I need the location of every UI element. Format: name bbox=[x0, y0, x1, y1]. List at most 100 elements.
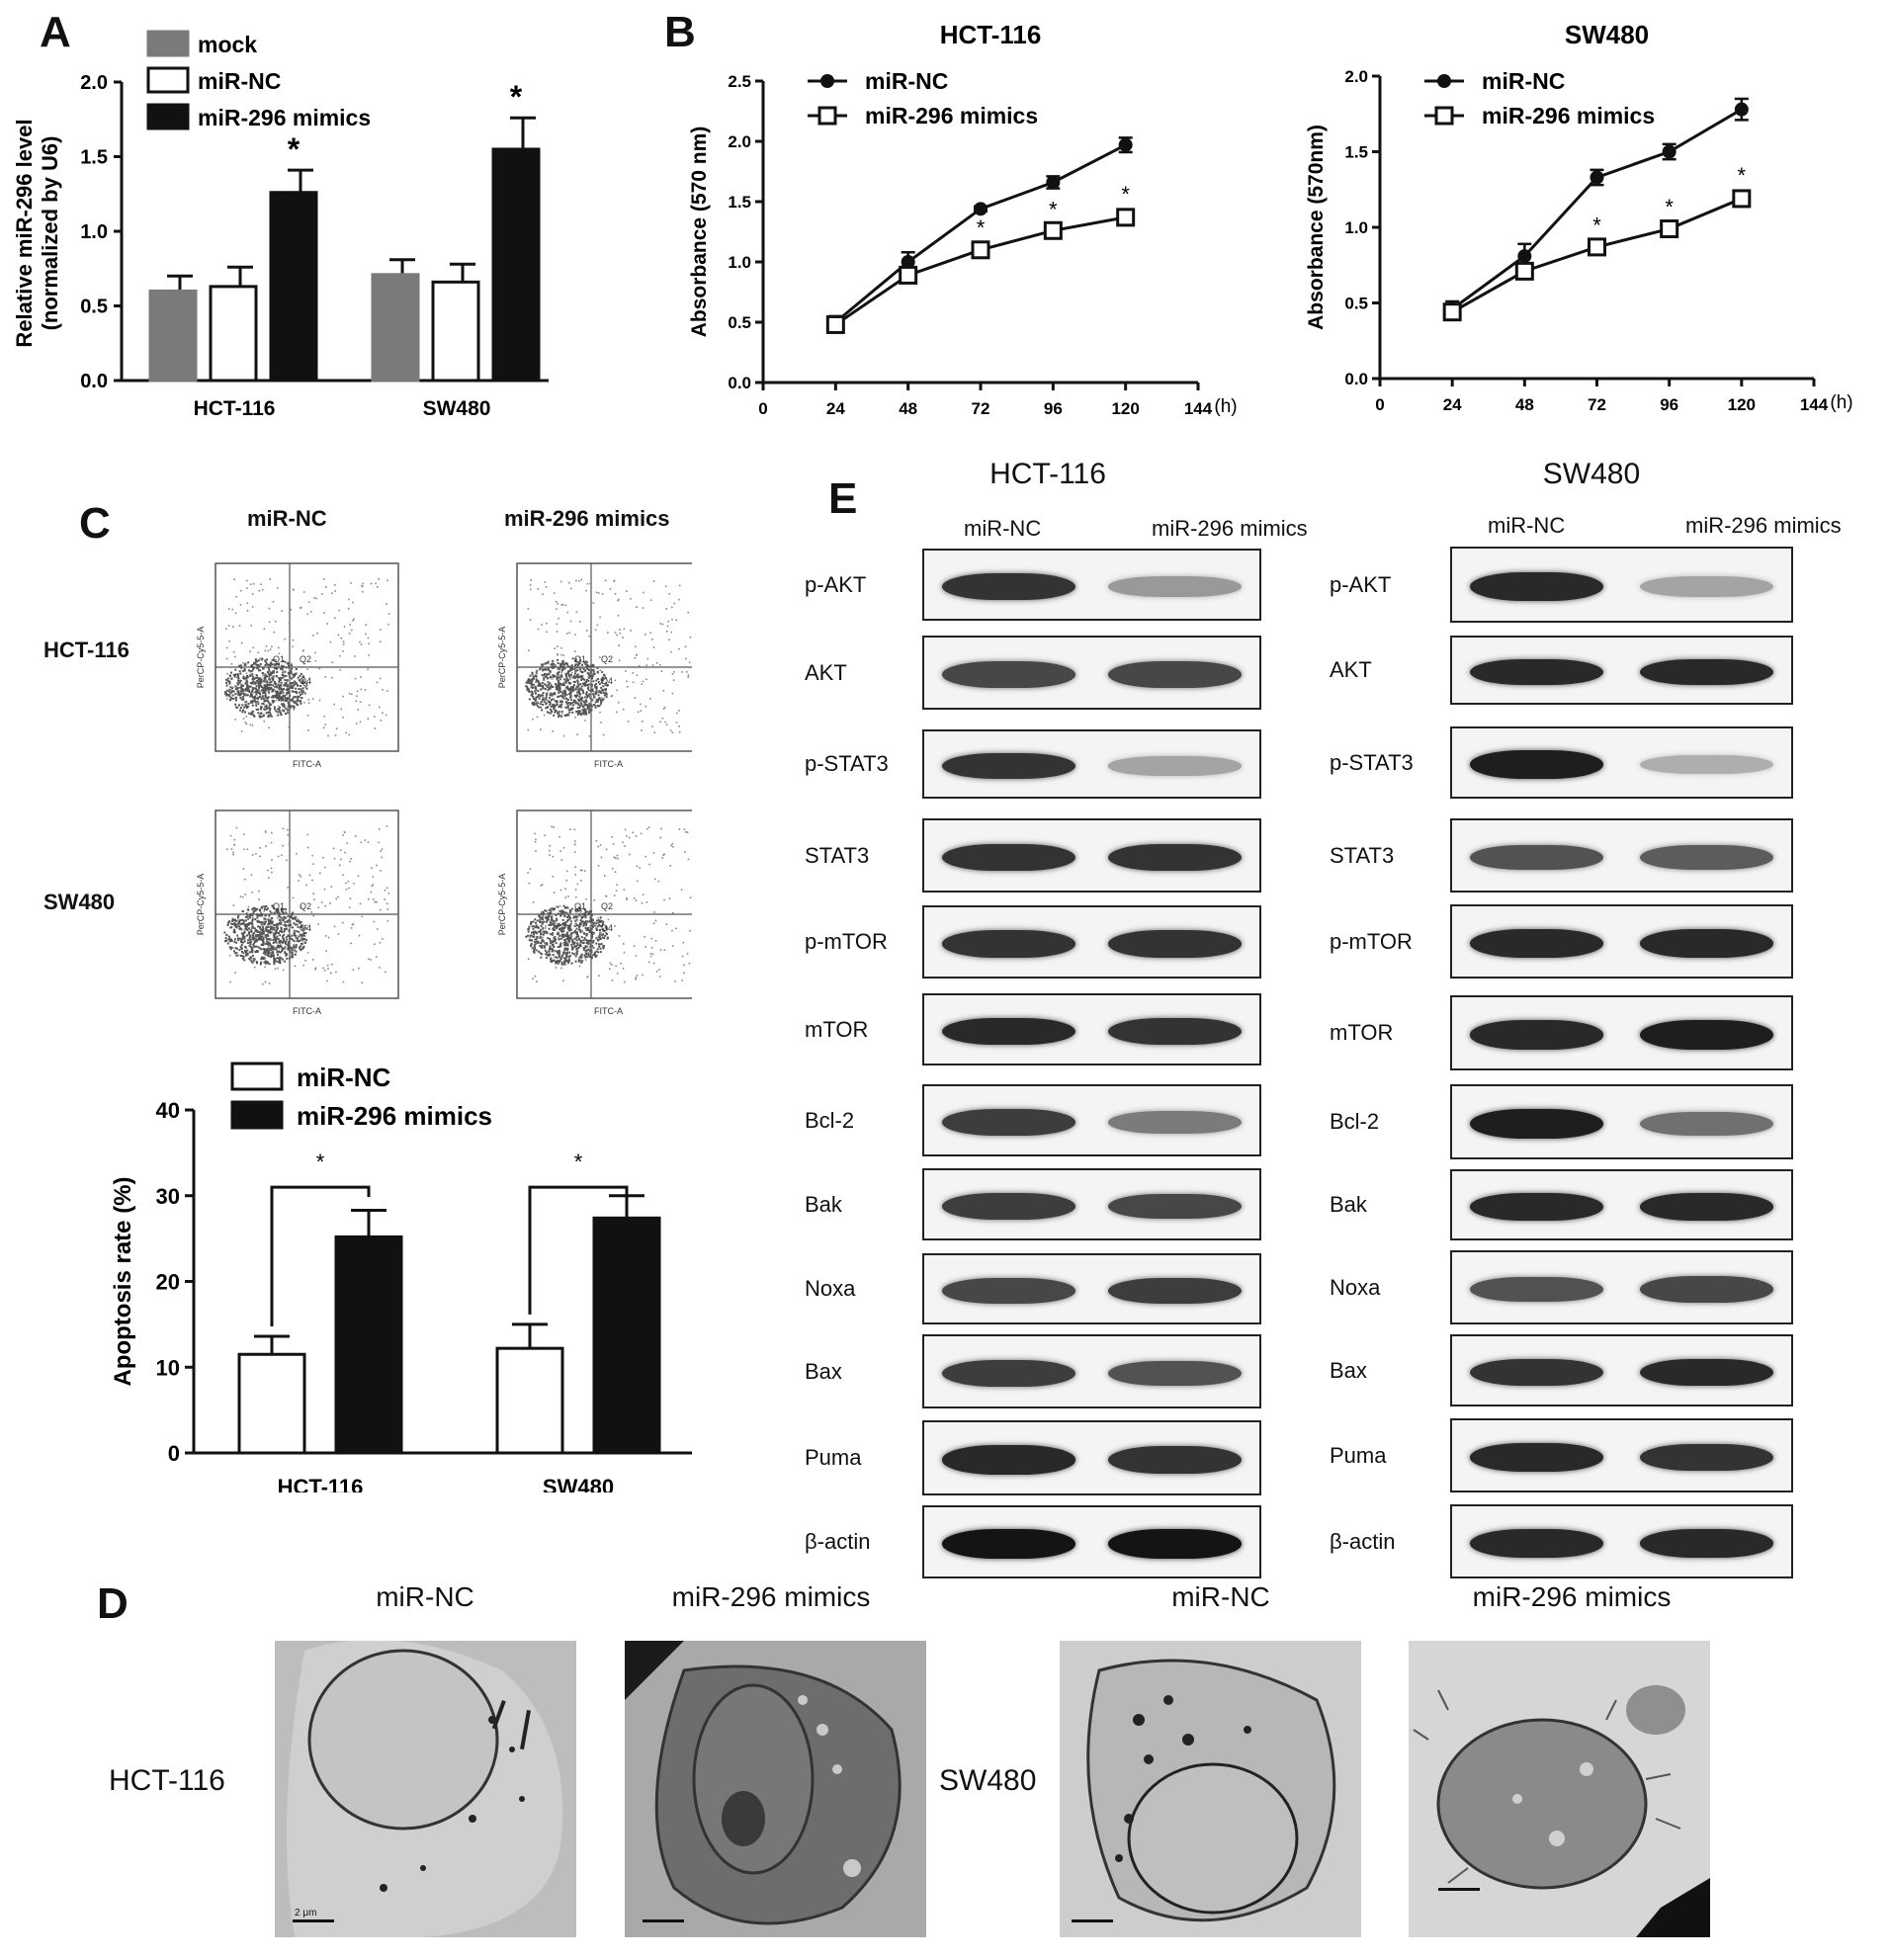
blot-strip-p-mtor bbox=[922, 905, 1261, 979]
blot-lane-label: miR-NC bbox=[964, 516, 1042, 541]
blot-band bbox=[942, 1278, 1075, 1304]
legend-label: miR-NC bbox=[1482, 68, 1565, 94]
x-tick-label: 0 bbox=[758, 399, 767, 418]
blot-band bbox=[1640, 1443, 1773, 1472]
blot-band bbox=[1108, 1017, 1242, 1046]
data-point-square bbox=[825, 314, 845, 334]
y-axis-label: Apoptosis rate (%) bbox=[110, 1176, 136, 1386]
blot-protein-label: STAT3 bbox=[805, 842, 870, 868]
data-point-square bbox=[1732, 189, 1752, 209]
blot-band bbox=[942, 843, 1075, 872]
x-tick-label: 24 bbox=[826, 399, 845, 418]
y-axis-label-2: (normalized by U6) bbox=[38, 136, 62, 331]
flow-x-label: FITC-A bbox=[594, 759, 623, 769]
blot-band bbox=[1108, 1445, 1242, 1475]
quadrant-label: Q4 bbox=[300, 676, 311, 686]
blot-band bbox=[1640, 1276, 1773, 1303]
bar-mock bbox=[148, 289, 198, 383]
tem-scalebar-1: 2 μm bbox=[295, 1908, 316, 1918]
blot-band bbox=[942, 1529, 1075, 1559]
blot-band bbox=[1470, 1020, 1603, 1050]
flow-y-label: PerCP-Cy5-5-A bbox=[196, 627, 206, 689]
blot-strip-β-actin bbox=[1450, 1504, 1793, 1578]
quadrant-label: Q2 bbox=[300, 901, 311, 911]
blot-protein-label: Bax bbox=[805, 1358, 842, 1384]
blot-strip-akt bbox=[1450, 636, 1793, 705]
flow-y-label: PerCP-Cy5-5-A bbox=[196, 874, 206, 936]
blot-strip-p-mtor bbox=[1450, 904, 1793, 979]
bar-mir-296-mimics bbox=[491, 147, 541, 383]
flow-col-header-1: miR-NC bbox=[247, 506, 327, 531]
x-unit: (h) bbox=[1214, 396, 1237, 417]
blot-protein-label: AKT bbox=[805, 659, 847, 685]
legend-marker bbox=[820, 74, 834, 88]
bar-mir-nc bbox=[431, 280, 480, 383]
blot-band bbox=[1640, 929, 1773, 958]
blot-band bbox=[942, 572, 1075, 601]
panel-label-b: B bbox=[664, 8, 696, 56]
y-tick-label: 1.5 bbox=[1344, 143, 1368, 162]
tem-row-sw480: SW480 bbox=[939, 1764, 1037, 1797]
blot-band bbox=[1470, 571, 1603, 602]
quadrant-label: Q2 bbox=[601, 901, 613, 911]
legend-swatch bbox=[230, 1100, 284, 1130]
tem-image-hct116-mimics bbox=[625, 1641, 926, 1937]
blot-strip-mtor bbox=[922, 993, 1261, 1065]
western-blot-panels: HCT-116 miR-NC miR-296 mimics p-AKT AKT p-STA… bbox=[805, 458, 1842, 1578]
bar-mir-296-mimics bbox=[592, 1216, 661, 1455]
legend-label: miR-NC bbox=[297, 1063, 391, 1092]
blot-strip-noxa bbox=[922, 1253, 1261, 1324]
legend-swatch bbox=[146, 103, 190, 130]
quadrant-label: Q1 bbox=[574, 901, 586, 911]
blot-band bbox=[1470, 1443, 1603, 1472]
blot-strip-stat3 bbox=[1450, 818, 1793, 893]
tem-image-sw480-mirnc bbox=[1060, 1641, 1361, 1937]
blot-strip-bak bbox=[1450, 1169, 1793, 1240]
blot-strip-bcl-2 bbox=[922, 1084, 1261, 1156]
flow-x-label: FITC-A bbox=[293, 1006, 321, 1016]
blot-band bbox=[1640, 754, 1773, 775]
blot-protein-label: AKT bbox=[1330, 657, 1372, 682]
x-tick-label: HCT-116 bbox=[194, 397, 276, 420]
blot-band bbox=[1640, 1529, 1773, 1558]
y-tick-label: 1.5 bbox=[728, 193, 751, 212]
tem-image-sw480-mimics bbox=[1409, 1641, 1710, 1937]
y-tick-label: 0.5 bbox=[728, 313, 751, 332]
blot-band bbox=[1640, 658, 1773, 686]
blot-band bbox=[942, 661, 1075, 688]
x-tick-label: 120 bbox=[1728, 395, 1756, 414]
panel-label-a: A bbox=[40, 8, 71, 56]
blot-band bbox=[1470, 1358, 1603, 1387]
bar-mir-296-mimics bbox=[269, 191, 318, 383]
data-point-circle bbox=[974, 202, 988, 216]
x-tick-label: 72 bbox=[972, 399, 990, 418]
blot-band bbox=[1108, 1360, 1242, 1387]
chart-b-sw480-absorbance: SW480 0.0 0.5 1.0 1.5 2.0 0 24 48 72 96 120 144 (h) Ab… bbox=[1305, 20, 1853, 414]
quadrant-label: Q1 bbox=[273, 654, 285, 664]
x-tick-label: 120 bbox=[1111, 399, 1139, 418]
blot-strip-p-akt bbox=[922, 549, 1261, 621]
blot-band bbox=[942, 1359, 1075, 1388]
blot-band bbox=[1640, 1358, 1773, 1387]
y-tick-label: 0.0 bbox=[728, 374, 751, 392]
blot-strip-akt bbox=[922, 636, 1261, 710]
blot-protein-label: β-actin bbox=[805, 1529, 871, 1554]
data-point-circle bbox=[1517, 249, 1532, 264]
data-point-square bbox=[1660, 219, 1679, 239]
blot-protein-label: Bcl-2 bbox=[1330, 1109, 1380, 1134]
blot-band bbox=[1640, 844, 1773, 871]
blot-band bbox=[1108, 843, 1242, 872]
y-tick-label: 40 bbox=[156, 1098, 180, 1123]
y-tick-label: 2.0 bbox=[1344, 67, 1368, 86]
legend-label: miR-296 mimics bbox=[865, 103, 1038, 128]
y-tick-label: 0.0 bbox=[1344, 370, 1368, 388]
blot-strip-p-stat3 bbox=[922, 729, 1261, 799]
tem-row-hct116: HCT-116 bbox=[109, 1764, 225, 1797]
blot-protein-label: p-STAT3 bbox=[1330, 749, 1414, 775]
legend-swatch bbox=[230, 1062, 284, 1091]
x-tick-label: 96 bbox=[1044, 399, 1063, 418]
blot-strip-bax bbox=[922, 1334, 1261, 1408]
chart-a-relative-mir296: 0.0 0.5 1.0 1.5 2.0 * HCT-116 * SW480 Relative mi… bbox=[12, 30, 549, 420]
data-point-circle bbox=[1662, 144, 1676, 159]
tem-header-hct-mirnc: miR-NC bbox=[376, 1581, 474, 1612]
